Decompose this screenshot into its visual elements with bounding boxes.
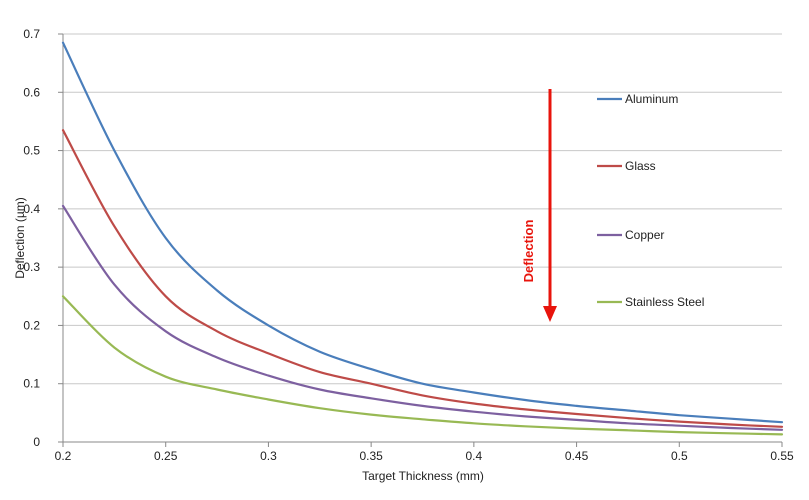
x-tick-labels: 0.2 0.25 0.3 0.35 0.4 0.45 0.5 0.55 <box>55 449 794 463</box>
y-tick-label: 0.1 <box>23 377 40 391</box>
deflection-annotation: Deflection <box>521 220 536 283</box>
y-tick-label: 0.4 <box>23 202 40 216</box>
x-tick-label: 0.45 <box>565 449 589 463</box>
legend: Aluminum Glass Copper Stainless Steel <box>597 92 704 309</box>
series-lines <box>61 41 784 436</box>
x-tick-label: 0.5 <box>671 449 688 463</box>
x-tick-label: 0.2 <box>55 449 72 463</box>
y-tick-label: 0 <box>33 435 40 449</box>
legend-label-stainless-steel: Stainless Steel <box>625 295 704 309</box>
x-tick-label: 0.3 <box>260 449 277 463</box>
series-line-stainless-steel <box>61 295 784 436</box>
legend-label-copper: Copper <box>625 228 664 242</box>
legend-label-glass: Glass <box>625 159 656 173</box>
x-tick-label: 0.25 <box>154 449 178 463</box>
deflection-arrow <box>543 89 557 322</box>
x-tick-label: 0.4 <box>466 449 483 463</box>
x-axis-title: Target Thickness (mm) <box>362 469 484 483</box>
series-line-copper <box>61 204 784 431</box>
grid-lines <box>63 33 782 385</box>
axes <box>58 33 783 447</box>
y-axis-title: Deflection (µm) <box>13 197 27 279</box>
x-tick-label: 0.35 <box>359 449 383 463</box>
x-tick-label: 0.55 <box>770 449 794 463</box>
y-tick-labels: 0 0.1 0.2 0.3 0.4 0.5 0.6 0.7 <box>23 27 40 449</box>
series-line-glass <box>61 129 784 428</box>
y-tick-label: 0.7 <box>23 27 40 41</box>
y-tick-label: 0.2 <box>23 318 40 332</box>
y-tick-label: 0.6 <box>23 85 40 99</box>
y-tick-label: 0.5 <box>23 144 40 158</box>
legend-label-aluminum: Aluminum <box>625 92 678 106</box>
y-tick-label: 0.3 <box>23 260 40 274</box>
series-line-aluminum <box>61 41 784 424</box>
